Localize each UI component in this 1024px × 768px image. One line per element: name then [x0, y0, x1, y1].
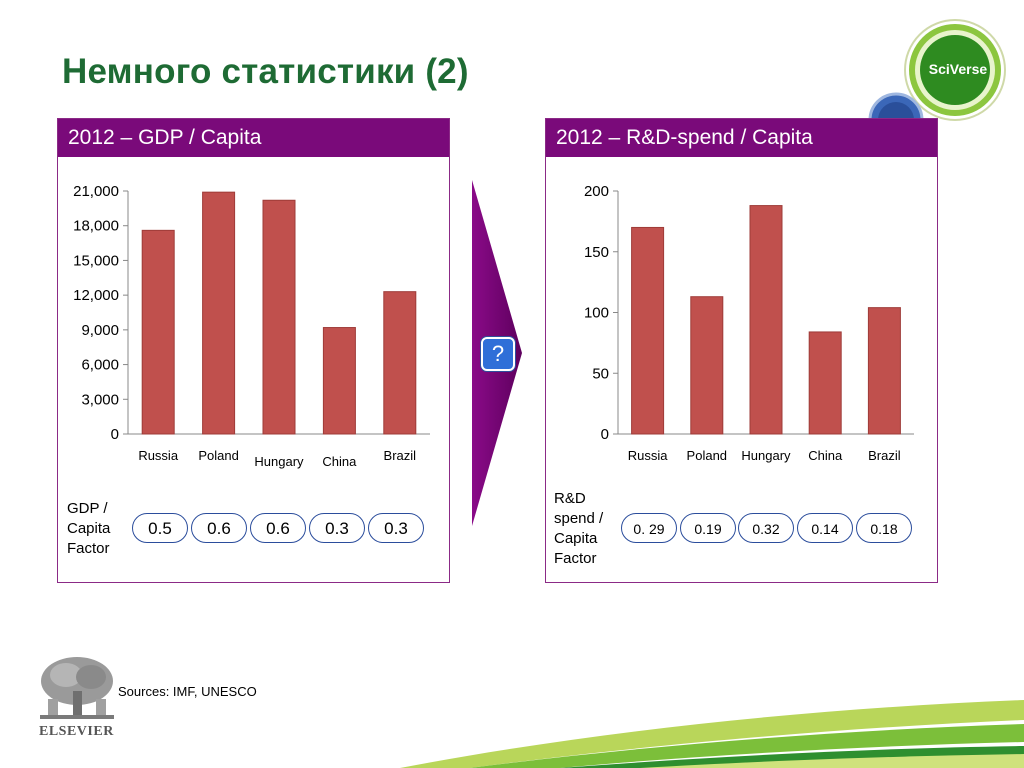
gdp-panel: 2012 – GDP / Capita 0 3,000 6,000 9,000 12,0…: [57, 118, 450, 583]
question-badge: ?: [481, 337, 515, 371]
rnd-factor-label-line: spend /: [554, 510, 604, 527]
elsevier-tree-logo-icon: [36, 655, 118, 723]
rnd-y-tick-label: 50: [592, 365, 609, 382]
rnd-panel: 2012 – R&D-spend / Capita 0 50 100 150 200 Ru…: [545, 118, 938, 583]
gdp-bar-chart: 0 3,000 6,000 9,000 12,000 15,000 18,000 21,000…: [73, 183, 430, 469]
rnd-x-label-hungary: Hungary: [741, 448, 791, 463]
gdp-factor-china: 0.3: [309, 513, 365, 543]
gdp-y-tick-label: 3,000: [81, 391, 119, 408]
rnd-factor-label: R&D spend / Capita Factor: [554, 489, 603, 569]
gdp-x-label-china: China: [322, 454, 357, 469]
rnd-y-tick-label: 100: [584, 305, 609, 322]
rnd-x-label-poland: Poland: [687, 448, 727, 463]
rnd-x-label-brazil: Brazil: [868, 448, 901, 463]
rnd-factor-hungary: 0.32: [738, 513, 794, 543]
gdp-y-tick-label: 0: [111, 426, 119, 443]
rnd-factor-poland: 0.19: [680, 513, 736, 543]
rnd-bar-chart: 0 50 100 150 200 Russia Poland Hungary China Braz…: [584, 183, 914, 463]
gdp-y-tick-label: 18,000: [73, 218, 119, 235]
gdp-panel-header: 2012 – GDP / Capita: [58, 119, 449, 157]
gdp-y-tick-label: 12,000: [73, 287, 119, 304]
gdp-factor-label: GDP / Capita Factor: [67, 499, 110, 559]
gdp-factor-poland: 0.6: [191, 513, 247, 543]
gdp-bar-hungary: [262, 199, 296, 435]
slide-title: Немного статистики (2): [62, 52, 469, 91]
rnd-y-tick-label: 150: [584, 244, 609, 261]
rnd-factor-china: 0.14: [797, 513, 853, 543]
rnd-y-tick-label: 200: [584, 183, 609, 200]
rnd-bar-hungary: [749, 205, 783, 435]
gdp-x-label-hungary: Hungary: [254, 454, 304, 469]
gdp-y-tick-label: 9,000: [81, 322, 119, 339]
rnd-x-label-russia: Russia: [628, 448, 669, 463]
gdp-x-label-brazil: Brazil: [384, 448, 417, 463]
gdp-bar-china: [322, 327, 356, 435]
gdp-factor-brazil: 0.3: [368, 513, 424, 543]
rnd-factor-label-line: R&D: [554, 490, 586, 507]
rnd-bar-brazil: [867, 307, 901, 435]
decorative-swoosh: [400, 700, 1024, 768]
gdp-factor-label-line: Capita: [67, 520, 111, 537]
gdp-x-label-russia: Russia: [138, 448, 179, 463]
gdp-factor-label-line: GDP /: [67, 500, 108, 517]
gdp-factor-hungary: 0.6: [250, 513, 306, 543]
gdp-bar-brazil: [383, 291, 417, 435]
rnd-factor-label-line: Factor: [554, 550, 597, 567]
gdp-factor-russia: 0.5: [132, 513, 188, 543]
gdp-y-tick-label: 21,000: [73, 183, 119, 200]
sciverse-logo-icon: [904, 19, 1006, 121]
rnd-factor-russia: 0. 29: [621, 513, 677, 543]
rnd-bar-russia: [631, 226, 665, 435]
gdp-y-tick-label: 15,000: [73, 252, 119, 269]
rnd-factor-label-line: Capita: [554, 530, 598, 547]
gdp-bar-russia: [141, 229, 175, 435]
gdp-factor-label-line: Factor: [67, 540, 110, 557]
rnd-factor-brazil: 0.18: [856, 513, 912, 543]
gdp-y-tick-label: 6,000: [81, 357, 119, 374]
gdp-bar-poland: [202, 191, 236, 435]
elsevier-wordmark: ELSEVIER: [39, 724, 114, 739]
rnd-y-tick-label: 0: [601, 426, 609, 443]
gdp-x-label-poland: Poland: [198, 448, 238, 463]
rnd-bar-poland: [690, 296, 724, 435]
rnd-panel-header: 2012 – R&D-spend / Capita: [546, 119, 937, 157]
rnd-x-label-china: China: [808, 448, 843, 463]
sciverse-label: SciVerse: [928, 61, 988, 77]
rnd-bar-china: [808, 331, 842, 435]
sources-note: Sources: IMF, UNESCO: [118, 684, 257, 699]
